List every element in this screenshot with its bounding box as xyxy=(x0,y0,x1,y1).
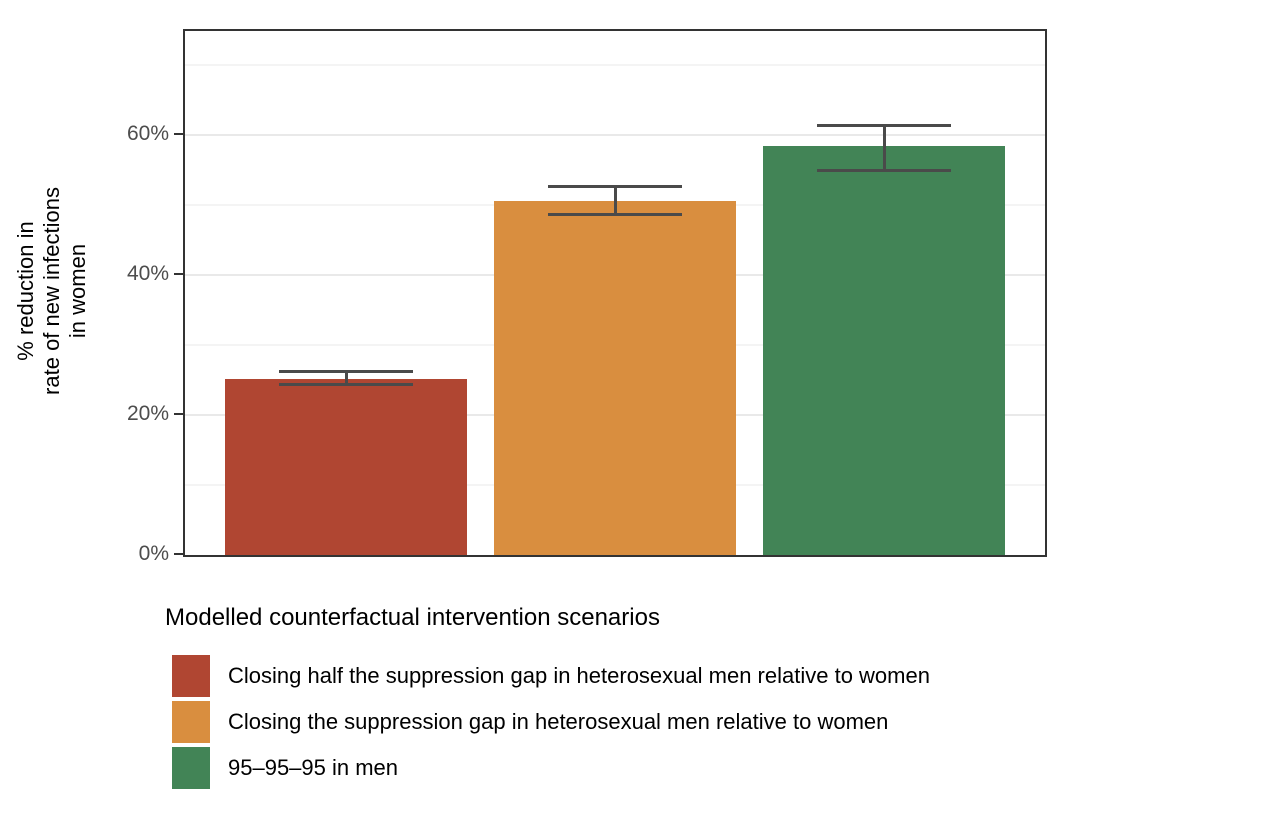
error-bar-line xyxy=(344,371,348,385)
gridline-major xyxy=(185,134,1045,137)
gridline-minor xyxy=(185,64,1045,66)
error-bar-cap xyxy=(548,213,682,217)
y-axis-title-line: rate of new infections xyxy=(39,187,65,395)
y-tick-mark xyxy=(174,273,183,276)
y-axis-title-line: in women xyxy=(64,243,90,339)
y-tick-mark xyxy=(174,553,183,555)
error-bar-cap xyxy=(279,383,413,387)
y-tick-label: 0% xyxy=(138,542,169,565)
y-tick-mark xyxy=(174,413,183,416)
y-tick-mark xyxy=(174,133,183,136)
legend-swatch-1 xyxy=(172,655,210,697)
plot-panel xyxy=(183,29,1047,557)
legend-swatch-3 xyxy=(172,747,210,789)
legend-swatch-2 xyxy=(172,701,210,743)
bar-1 xyxy=(225,379,467,555)
error-bar-cap xyxy=(279,369,413,373)
y-tick-label: 60% xyxy=(126,122,169,146)
y-axis-title: % reduction in rate of new infections in… xyxy=(13,187,91,395)
error-bar-cap xyxy=(817,169,951,173)
error-bar-cap xyxy=(817,123,951,127)
legend-label-3: 95–95–95 in men xyxy=(228,755,399,780)
error-bar-cap xyxy=(548,184,682,188)
bar-3 xyxy=(763,146,1005,555)
y-tick-label: 20% xyxy=(126,402,169,426)
y-tick-label: 40% xyxy=(126,262,169,286)
error-bar-line xyxy=(882,125,886,171)
y-axis-title-line: % reduction in xyxy=(13,221,39,361)
legend-label-2: Closing the suppression gap in heterosex… xyxy=(228,709,889,734)
legend-title: Modelled counterfactual intervention sce… xyxy=(165,604,660,631)
error-bar-line xyxy=(613,186,617,215)
bar-2 xyxy=(494,201,736,555)
legend-label-1: Closing half the suppression gap in hete… xyxy=(228,663,930,688)
